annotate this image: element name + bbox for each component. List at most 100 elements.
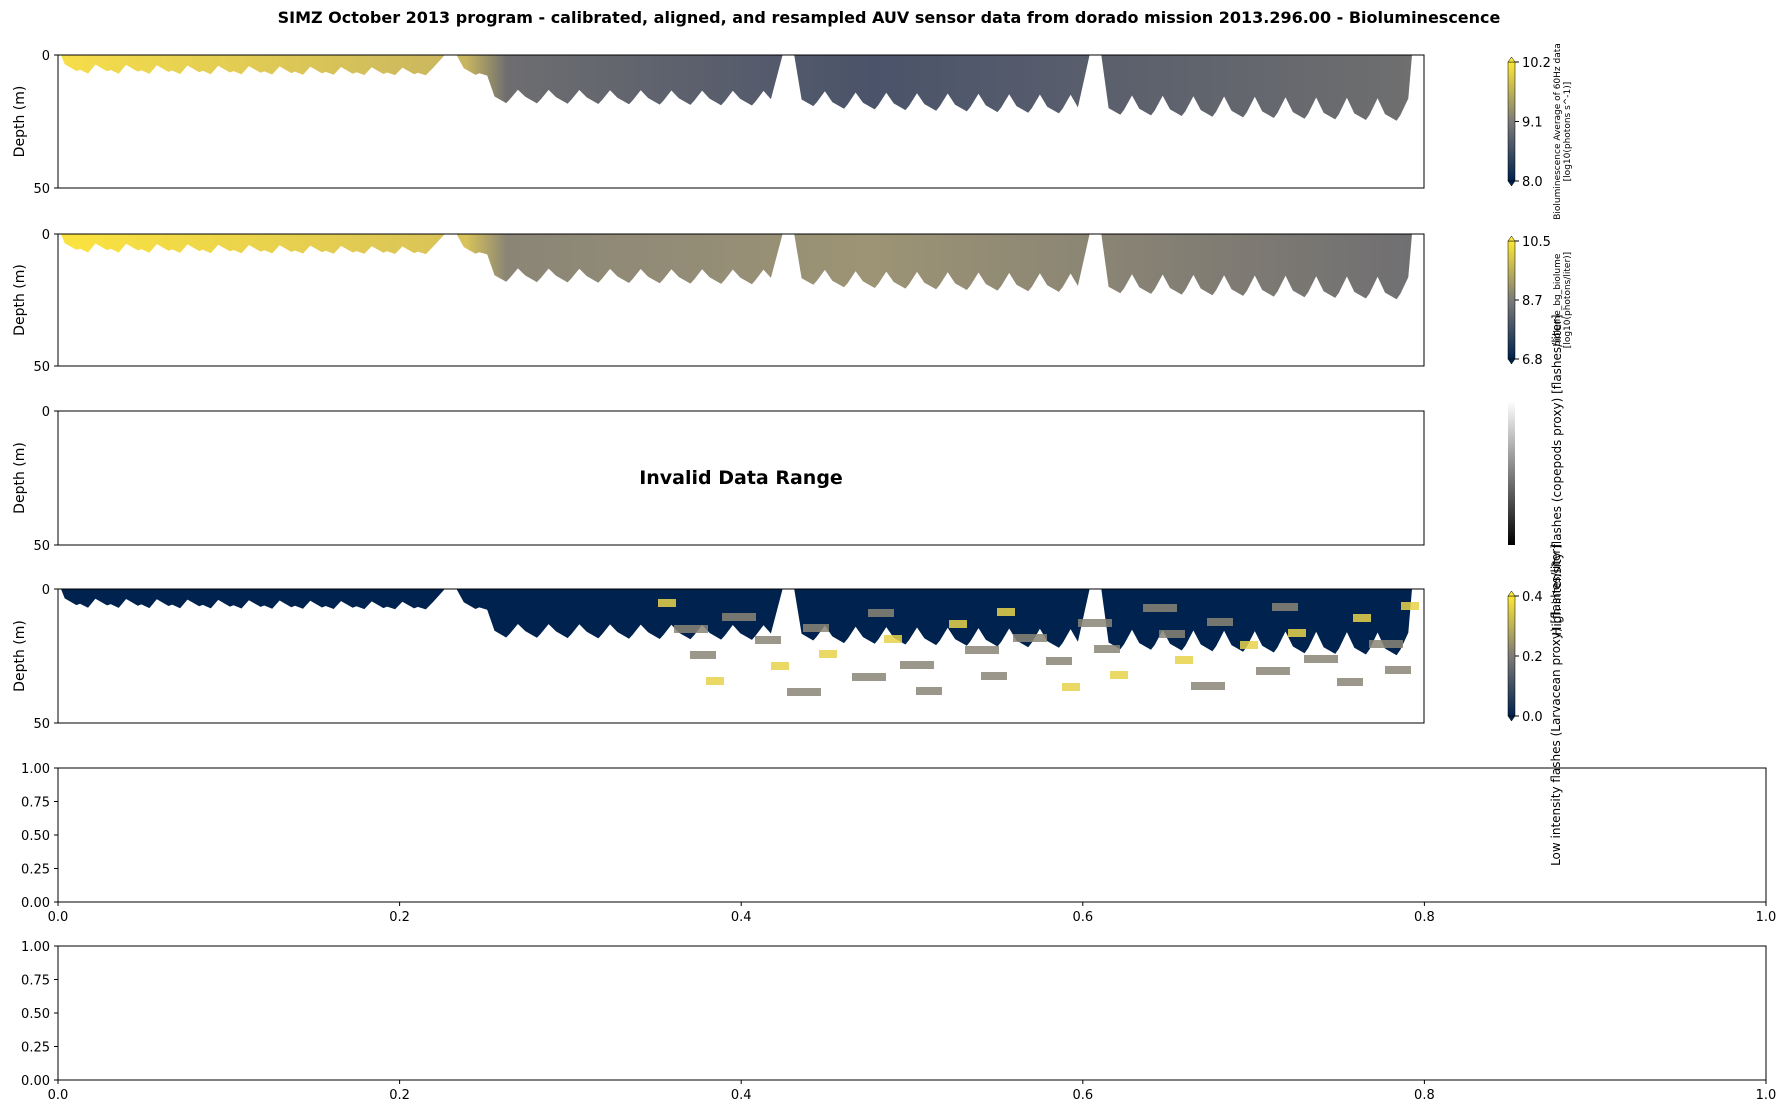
y-tick-label: 1.00 bbox=[21, 940, 50, 955]
colorbar-tick-label: 0.0 bbox=[1522, 710, 1543, 725]
y-axis-label: Depth (m) bbox=[12, 86, 28, 158]
colorbar-label: [log10(photons s^-1)] bbox=[1563, 82, 1573, 182]
y-tick-label: 1.00 bbox=[21, 762, 50, 777]
colorbar: 10.2 9.1 8.0 Bioluminescence Average of 60H… bbox=[1507, 43, 1573, 220]
flash-patch bbox=[1013, 634, 1047, 642]
y-tick-label: 0.00 bbox=[21, 896, 50, 911]
flash-patch bbox=[1256, 667, 1290, 675]
y-tick-label: 0.75 bbox=[21, 796, 50, 811]
flash-patch bbox=[1191, 682, 1225, 690]
colorbar-label: biolume_bg_biolume bbox=[1553, 253, 1563, 346]
y-tick-label: 50 bbox=[33, 717, 50, 732]
y-tick-label: 0 bbox=[42, 49, 50, 64]
flash-patch bbox=[755, 636, 781, 644]
x-tick-label: 0.4 bbox=[731, 1088, 752, 1103]
flash-patch bbox=[787, 688, 821, 696]
axes-frame bbox=[57, 767, 1767, 903]
colorbar-tick-label: 10.2 bbox=[1522, 56, 1551, 71]
y-axis-label: Depth (m) bbox=[12, 264, 28, 336]
axes-frame bbox=[57, 588, 1425, 724]
flash-patch bbox=[949, 620, 967, 628]
colorbar-label: [log10(photons/liter)] bbox=[1563, 252, 1573, 348]
flash-patch bbox=[1159, 630, 1185, 638]
flash-patch bbox=[868, 609, 894, 617]
x-tick-label: 0.8 bbox=[1414, 1088, 1435, 1103]
x-tick-label: 0.8 bbox=[1414, 910, 1435, 925]
x-tick-label: 0.6 bbox=[1072, 910, 1093, 925]
colorbar: High intensity flashes (copepods proxy) … bbox=[1508, 314, 1564, 636]
flash-patch bbox=[1272, 603, 1298, 611]
colorbar-label: Low intensity flashes (Larvacean proxy) … bbox=[1549, 544, 1563, 866]
colorbar-extend-max bbox=[1507, 590, 1516, 597]
colorbar-fill bbox=[1508, 401, 1515, 545]
axes-frame bbox=[57, 54, 1425, 189]
flash-patch bbox=[884, 635, 902, 643]
section-data bbox=[61, 55, 1412, 121]
colorbar-tick-label: 10.5 bbox=[1522, 235, 1551, 250]
y-tick-label: 0 bbox=[42, 583, 50, 598]
flash-patch bbox=[803, 624, 829, 632]
invalid-data-label: Invalid Data Range bbox=[639, 467, 843, 489]
axes-high-intensity-flashes: Invalid Data Range Depth (m) 0 50 High inten… bbox=[12, 314, 1564, 635]
y-tick-label: 0.50 bbox=[21, 829, 50, 844]
flash-patch bbox=[1337, 678, 1363, 686]
flash-patch bbox=[1110, 671, 1128, 679]
x-tick-label: 0.6 bbox=[1072, 1088, 1093, 1103]
flash-patch bbox=[722, 613, 756, 621]
y-tick-label: 0.75 bbox=[21, 974, 50, 989]
colorbar-tick-label: 0.2 bbox=[1522, 650, 1543, 665]
flash-patch bbox=[1304, 655, 1338, 663]
colorbar-tick-label: 8.7 bbox=[1522, 294, 1543, 309]
x-tick-label: 0.2 bbox=[389, 1088, 410, 1103]
flash-patch bbox=[916, 687, 942, 695]
flash-patch bbox=[900, 661, 934, 669]
section-data bbox=[61, 589, 1412, 656]
colorbar-fill bbox=[1507, 240, 1516, 360]
y-tick-label: 0 bbox=[42, 405, 50, 420]
axes-bioluminescence-avg: Depth (m) 0 50 10.2 9.1 8.0 Bioluminescence Av… bbox=[12, 43, 1573, 220]
flash-patch bbox=[981, 672, 1007, 680]
colorbar-extend-max bbox=[1507, 235, 1516, 242]
flash-patch bbox=[997, 608, 1015, 616]
colorbar-tick-label: 9.1 bbox=[1522, 116, 1543, 131]
flash-patch bbox=[690, 651, 716, 659]
flash-patch bbox=[1353, 614, 1371, 622]
axes-low-intensity-flashes: Depth (m) 0 50 0.4 0.2 0.0 Low intensity flash… bbox=[12, 544, 1563, 866]
flash-patch bbox=[1175, 656, 1193, 664]
flash-patch bbox=[852, 673, 886, 681]
colorbar-extend-min bbox=[1507, 715, 1516, 722]
colorbar-tick-label: 8.0 bbox=[1522, 175, 1543, 190]
flash-patch bbox=[819, 650, 837, 658]
y-axis-label: Depth (m) bbox=[12, 442, 28, 514]
colorbar: 0.4 0.2 0.0 Low intensity flashes (Larvacea… bbox=[1507, 544, 1563, 866]
flash-patch bbox=[1385, 666, 1411, 674]
flash-patch bbox=[1401, 602, 1419, 610]
colorbar-tick-label: 0.4 bbox=[1522, 590, 1543, 605]
flash-patch bbox=[965, 646, 999, 654]
axes-empty-axes-2: 0.0 0.2 0.4 0.6 0.8 1.0 0.00 0.25 0.50 0.75 1.00 bbox=[21, 940, 1776, 1103]
x-tick-label: 1.0 bbox=[1756, 1088, 1777, 1103]
flash-patch bbox=[1143, 604, 1177, 612]
section-data bbox=[61, 234, 1412, 300]
flash-patch bbox=[1046, 657, 1072, 665]
flash-patch bbox=[1369, 640, 1403, 648]
flash-patch bbox=[674, 625, 708, 633]
flash-patch bbox=[1062, 683, 1080, 691]
y-tick-label: 0.00 bbox=[21, 1074, 50, 1089]
flash-patch bbox=[658, 599, 676, 607]
y-tick-label: 50 bbox=[33, 539, 50, 554]
axes-frame bbox=[57, 233, 1425, 367]
y-tick-label: 50 bbox=[33, 360, 50, 375]
colorbar-extend-min bbox=[1507, 180, 1516, 187]
axes-empty-axes-1: 0.0 0.2 0.4 0.6 0.8 1.0 0.00 0.25 0.50 0.75 1.00 bbox=[21, 762, 1776, 925]
axes-biolume-bg: Depth (m) 0 50 10.5 8.7 6.8 biolume_bg_biolume… bbox=[12, 228, 1573, 375]
y-tick-label: 0.25 bbox=[21, 1041, 50, 1056]
x-tick-label: 0.0 bbox=[48, 1088, 69, 1103]
figure-title: SIMZ October 2013 program - calibrated, … bbox=[277, 8, 1501, 27]
flash-patch bbox=[1288, 629, 1306, 637]
flash-patch bbox=[1094, 645, 1120, 653]
flash-patch bbox=[1207, 618, 1233, 626]
colorbar-extend-max bbox=[1507, 56, 1516, 63]
colorbar: 10.5 8.7 6.8 biolume_bg_biolume [log10(photo… bbox=[1507, 235, 1573, 368]
